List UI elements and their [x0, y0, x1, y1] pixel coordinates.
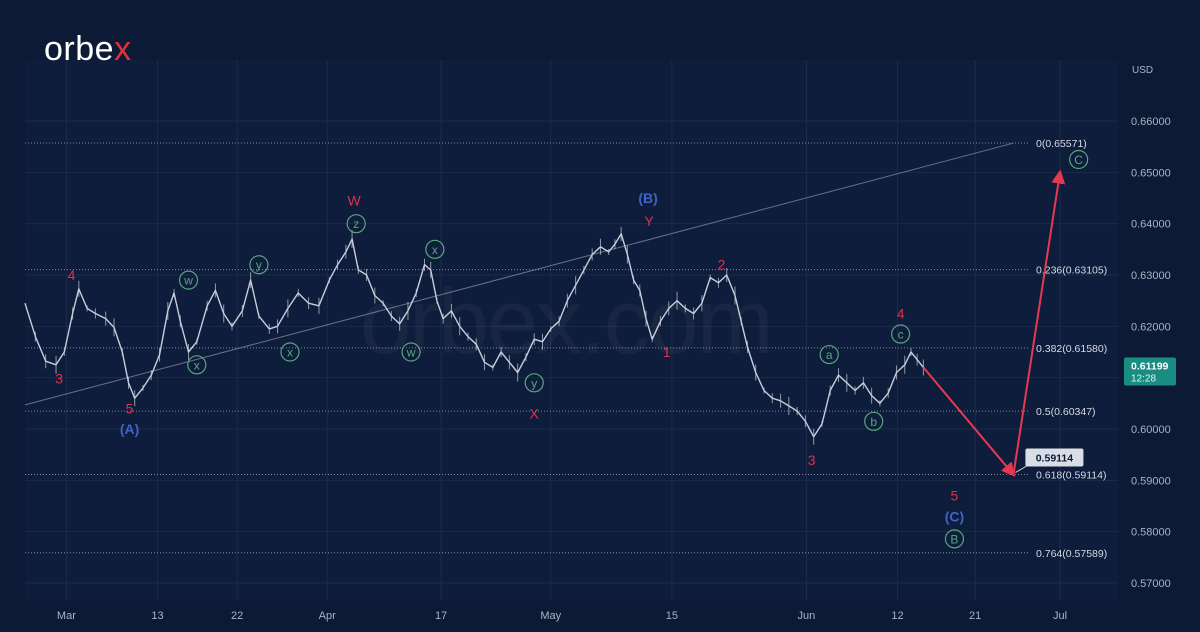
fib-level-label: 0.764(0.57589) — [1036, 548, 1107, 560]
price-line — [24, 233, 924, 438]
logo-accent: x — [114, 30, 132, 68]
y-tick-label: 0.62000 — [1131, 321, 1171, 333]
wave-label-circle — [944, 529, 965, 549]
y-tick-label: 0.59000 — [1131, 475, 1171, 487]
wave-label: W — [348, 193, 362, 209]
trend-line — [24, 142, 1014, 406]
x-tick-label: Jul — [1053, 610, 1067, 622]
wave-label: 5 — [951, 488, 959, 504]
plot-panel — [25, 60, 1120, 600]
x-tick-label: Jun — [798, 610, 816, 622]
wave-label: b — [870, 415, 877, 429]
x-tick-label: 15 — [666, 610, 678, 622]
wave-label: 4 — [68, 267, 76, 283]
wave-label: y — [256, 258, 262, 272]
wave-label: z — [353, 217, 359, 231]
wave-label: 3 — [808, 452, 816, 468]
target-box — [1025, 448, 1084, 467]
target-value: 0.59114 — [1036, 452, 1074, 464]
y-tick-label: 0.58000 — [1131, 527, 1171, 539]
price-axis-panel — [1118, 60, 1200, 600]
x-tick-label: 13 — [151, 610, 163, 622]
wave-label-circle — [187, 355, 207, 375]
wave-label: Y — [644, 213, 654, 229]
projection-arrow — [1012, 169, 1066, 475]
wave-label: X — [530, 406, 540, 422]
wave-label-circle — [425, 239, 445, 259]
wave-label: B — [950, 532, 958, 546]
wave-label: x — [432, 243, 438, 257]
wave-label: 2 — [718, 257, 726, 273]
y-tick-label: 0.64000 — [1131, 219, 1171, 231]
wave-label: x — [287, 346, 293, 360]
fib-level-label: 0.5(0.60347) — [1036, 406, 1096, 418]
x-tick-label: 21 — [969, 610, 981, 622]
x-tick-label: 22 — [231, 610, 243, 622]
wave-label-circle — [524, 373, 544, 393]
x-tick-label: 17 — [435, 610, 447, 622]
wave-label-circle — [891, 324, 911, 344]
wave-label: (B) — [638, 190, 657, 206]
wave-label-circle — [346, 214, 366, 234]
wave-label: 4 — [897, 306, 905, 322]
y-tick-label: 0.65000 — [1131, 167, 1171, 179]
wave-label: 3 — [55, 371, 63, 387]
wave-label-circle — [819, 344, 839, 365]
fib-level-label: 0.618(0.59114) — [1036, 469, 1106, 481]
wave-label-circle — [401, 342, 421, 362]
x-tick-label: Mar — [57, 610, 76, 622]
wave-label: y — [531, 376, 537, 390]
currency-label: USD — [1132, 65, 1153, 76]
current-price-tag — [1124, 357, 1176, 386]
projection-arrow — [922, 366, 1016, 477]
x-tick-label: Apr — [319, 610, 336, 622]
wave-label: w — [183, 274, 193, 288]
wave-label-circle — [249, 255, 269, 275]
fib-level-label: 0.236(0.63105) — [1036, 265, 1107, 277]
y-tick-label: 0.60000 — [1131, 424, 1171, 436]
watermark: orbex.com — [360, 270, 773, 375]
current-price-value: 0.61199 — [1131, 360, 1169, 372]
fib-level-label: 0.382(0.61580) — [1036, 343, 1107, 355]
wave-label: (A) — [120, 421, 139, 437]
wave-label-circle — [864, 411, 884, 431]
y-tick-label: 0.66000 — [1131, 116, 1171, 128]
orbex-logo: orbex — [44, 30, 132, 69]
wave-label: w — [406, 346, 416, 360]
wave-label-circle — [280, 342, 300, 362]
wave-label-circle — [178, 270, 199, 290]
y-tick-label: 0.63000 — [1131, 270, 1171, 282]
wave-label: c — [898, 328, 904, 342]
wave-label: 5 — [126, 400, 134, 416]
current-price-timer: 12:28 — [1131, 373, 1156, 384]
x-tick-label: May — [540, 610, 561, 622]
wave-label: a — [826, 348, 833, 362]
fib-level-label: 0(0.65571) — [1036, 138, 1087, 150]
wave-label: x — [194, 358, 200, 372]
y-tick-label: 0.57000 — [1131, 578, 1171, 590]
wave-label: 1 — [663, 344, 671, 360]
logo-text: orbe — [44, 30, 115, 68]
wave-label-circle — [1069, 149, 1089, 170]
wave-label: (C) — [945, 508, 964, 524]
x-tick-label: 12 — [891, 610, 903, 622]
wave-label: C — [1074, 153, 1083, 167]
